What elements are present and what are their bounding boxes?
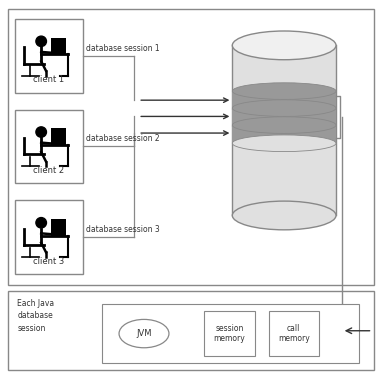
Ellipse shape — [232, 31, 336, 60]
Bar — [51, 129, 66, 145]
Ellipse shape — [119, 319, 169, 348]
Ellipse shape — [232, 83, 336, 99]
Bar — [204, 311, 255, 356]
Ellipse shape — [232, 117, 336, 133]
Text: JVM: JVM — [136, 329, 152, 338]
Bar — [15, 19, 83, 93]
Bar — [51, 219, 66, 236]
Bar — [15, 110, 83, 183]
Bar — [232, 91, 336, 109]
Ellipse shape — [232, 201, 336, 230]
Bar — [8, 9, 374, 285]
Bar — [102, 304, 359, 363]
Ellipse shape — [232, 118, 336, 135]
Bar — [269, 311, 319, 356]
Bar — [232, 45, 336, 215]
Text: database session 2: database session 2 — [86, 135, 160, 144]
Ellipse shape — [232, 100, 336, 116]
Bar — [15, 200, 83, 274]
Text: database session 3: database session 3 — [86, 225, 160, 234]
Text: Each Java
database
session: Each Java database session — [17, 299, 55, 333]
Text: client 2: client 2 — [33, 166, 65, 175]
Ellipse shape — [232, 101, 336, 118]
Bar — [51, 38, 66, 54]
Bar — [232, 125, 336, 143]
Ellipse shape — [232, 135, 336, 152]
Circle shape — [36, 218, 46, 228]
Bar — [8, 291, 374, 370]
Text: client 3: client 3 — [33, 257, 65, 266]
Circle shape — [36, 36, 46, 46]
Text: database session 1: database session 1 — [86, 44, 160, 53]
Text: call
memory: call memory — [278, 324, 310, 343]
Text: session
memory: session memory — [214, 324, 245, 343]
Circle shape — [36, 127, 46, 137]
Bar — [232, 108, 336, 126]
Text: client 1: client 1 — [33, 75, 65, 84]
